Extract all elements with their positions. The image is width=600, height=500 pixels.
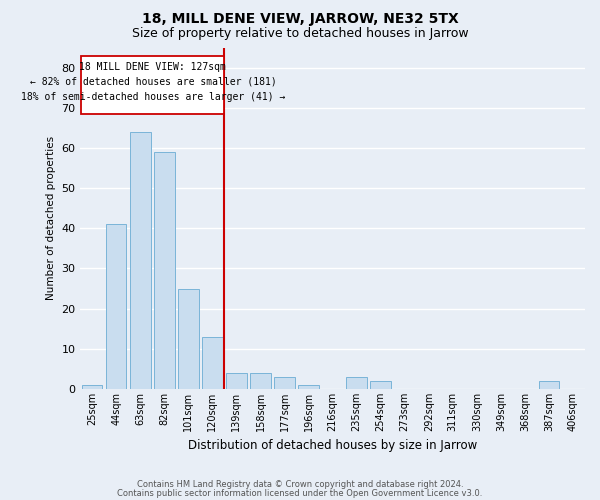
Bar <box>274 377 295 389</box>
Bar <box>250 373 271 389</box>
Bar <box>202 337 223 389</box>
X-axis label: Distribution of detached houses by size in Jarrow: Distribution of detached houses by size … <box>188 440 477 452</box>
Bar <box>226 373 247 389</box>
Text: Contains HM Land Registry data © Crown copyright and database right 2024.: Contains HM Land Registry data © Crown c… <box>137 480 463 489</box>
Text: Size of property relative to detached houses in Jarrow: Size of property relative to detached ho… <box>131 28 469 40</box>
Bar <box>539 381 559 389</box>
Text: Contains public sector information licensed under the Open Government Licence v3: Contains public sector information licen… <box>118 488 482 498</box>
Bar <box>178 288 199 389</box>
Bar <box>346 377 367 389</box>
Bar <box>298 385 319 389</box>
FancyBboxPatch shape <box>82 56 224 114</box>
Bar <box>370 381 391 389</box>
Bar <box>130 132 151 389</box>
Bar <box>82 385 103 389</box>
Bar <box>154 152 175 389</box>
Bar <box>106 224 127 389</box>
Text: 18, MILL DENE VIEW, JARROW, NE32 5TX: 18, MILL DENE VIEW, JARROW, NE32 5TX <box>142 12 458 26</box>
Text: ← 82% of detached houses are smaller (181): ← 82% of detached houses are smaller (18… <box>29 76 276 86</box>
Text: 18% of semi-detached houses are larger (41) →: 18% of semi-detached houses are larger (… <box>21 92 285 102</box>
Text: 18 MILL DENE VIEW: 127sqm: 18 MILL DENE VIEW: 127sqm <box>79 62 226 72</box>
Y-axis label: Number of detached properties: Number of detached properties <box>46 136 56 300</box>
